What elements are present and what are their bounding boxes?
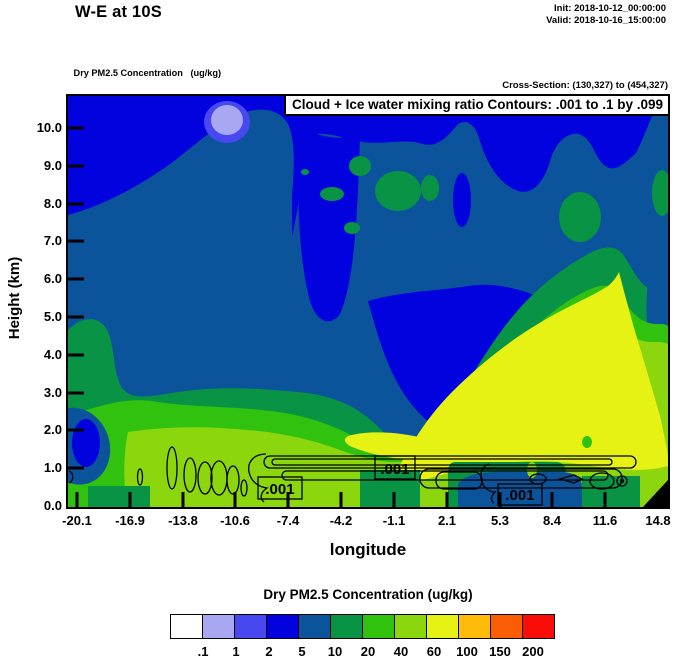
colorbar-cell [394, 614, 427, 639]
field-green-blob [344, 222, 360, 234]
colorbar-cell [426, 614, 459, 639]
x-tick-label: -4.2 [329, 513, 353, 528]
valid-time: Valid: 2018-10-16_15:00:00 [546, 15, 666, 26]
contour-label: .001 [265, 481, 294, 498]
x-tick-label: 14.8 [645, 513, 671, 528]
colorbar-title: Dry PM2.5 Concentration (ug/kg) [263, 587, 473, 602]
x-tick-label: -16.9 [115, 513, 145, 528]
colorbar-cell [170, 614, 203, 639]
contour-label: .001 [505, 487, 534, 504]
colorbar-label: 100 [456, 644, 478, 659]
colorbar-cell [362, 614, 395, 639]
field-line-pm25: Dry PM2.5 Concentration (ug/kg) [71, 68, 222, 78]
y-tick-label: 9.0 [43, 158, 62, 173]
y-tick-label: 1.0 [43, 460, 62, 475]
colorbar [170, 614, 555, 639]
field-green-blob [320, 187, 344, 201]
cross-section-label: Cross-Section: (130,327) to (454,327) [502, 80, 668, 91]
x-tick-label: 5.3 [490, 513, 510, 528]
y-axis-title: Height (km) [6, 256, 23, 340]
axis-ticks [68, 126, 660, 507]
colorbar-cell [202, 614, 235, 639]
colorbar-cell [266, 614, 299, 639]
y-tick-label: 2.0 [43, 422, 62, 437]
field-blue-notch-core [72, 419, 100, 467]
colorbar-label: 20 [360, 644, 376, 659]
x-tick-label: -20.1 [62, 513, 92, 528]
x-tick-label: 8.4 [542, 513, 562, 528]
x-tick-label: -1.1 [382, 513, 406, 528]
plot-overlay-title: Cloud + Ice water mixing ratio Contours:… [284, 96, 668, 116]
colorbar-cell [490, 614, 523, 639]
field-green-blob [349, 156, 371, 176]
colorbar-cell [330, 614, 363, 639]
colorbar-label: .1 [197, 644, 209, 659]
run-times: Init: 2018-10-12_00:00:00 Valid: 2018-10… [546, 3, 666, 27]
field-green-blob [301, 169, 309, 175]
y-tick-label: 0.0 [43, 498, 62, 513]
x-tick-label: -7.4 [276, 513, 300, 528]
field-steel-stripe [608, 101, 668, 213]
field-blue-finger [298, 126, 360, 322]
plot-area: .001 .001 .001 Cloud + Ice w [66, 94, 670, 509]
x-tick-label: -10.6 [220, 513, 250, 528]
terrain-triangle [643, 480, 668, 507]
colorbar-label: 5 [298, 644, 306, 659]
field-seagreen-column-mid [360, 470, 420, 507]
contour-label: .001 [380, 461, 409, 478]
y-tick-label: 6.0 [43, 271, 62, 286]
y-tick-label: 8.0 [43, 196, 62, 211]
x-tick-label: 2.1 [437, 513, 457, 528]
colorbar-label: 1 [232, 644, 240, 659]
field-seagreen-column-right [582, 476, 640, 507]
field-yellow-dome [388, 272, 668, 491]
field-seagreen-bottom-left [88, 486, 150, 507]
page-title: W-E at 10S [75, 3, 162, 21]
colorbar-label: 40 [393, 644, 409, 659]
y-tick-label: 4.0 [43, 347, 62, 362]
x-tick-label: 11.6 [592, 513, 618, 528]
colorbar-label: 2 [265, 644, 273, 659]
field-green-blob [652, 170, 668, 216]
colorbar-label: 10 [327, 644, 343, 659]
colorbar-cell [458, 614, 491, 639]
cloud-contour-lines [68, 446, 637, 504]
field-green-blob [559, 192, 601, 242]
field-blue-sliver [453, 173, 471, 227]
colorbar-cell [234, 614, 267, 639]
y-tick-label: 10.0 [36, 120, 62, 135]
colorbar-cell [298, 614, 331, 639]
y-tick-label: 7.0 [43, 233, 62, 248]
colorbar-cell [522, 614, 555, 639]
field-green-blob [421, 175, 439, 201]
field-lavender-patch [211, 105, 243, 135]
field-green-blob [375, 171, 421, 211]
colorbar-label: 60 [426, 644, 442, 659]
y-tick-label: 3.0 [43, 385, 62, 400]
colorbar-label: 200 [522, 644, 544, 659]
x-tick-label: -13.8 [168, 513, 198, 528]
cross-section-field: .001 .001 .001 [68, 96, 668, 507]
colorbar-label: 150 [489, 644, 511, 659]
init-time: Init: 2018-10-12_00:00:00 [554, 3, 666, 14]
field-green-dot [582, 436, 592, 448]
y-tick-label: 5.0 [43, 309, 62, 324]
x-axis-title: longitude [329, 540, 407, 559]
